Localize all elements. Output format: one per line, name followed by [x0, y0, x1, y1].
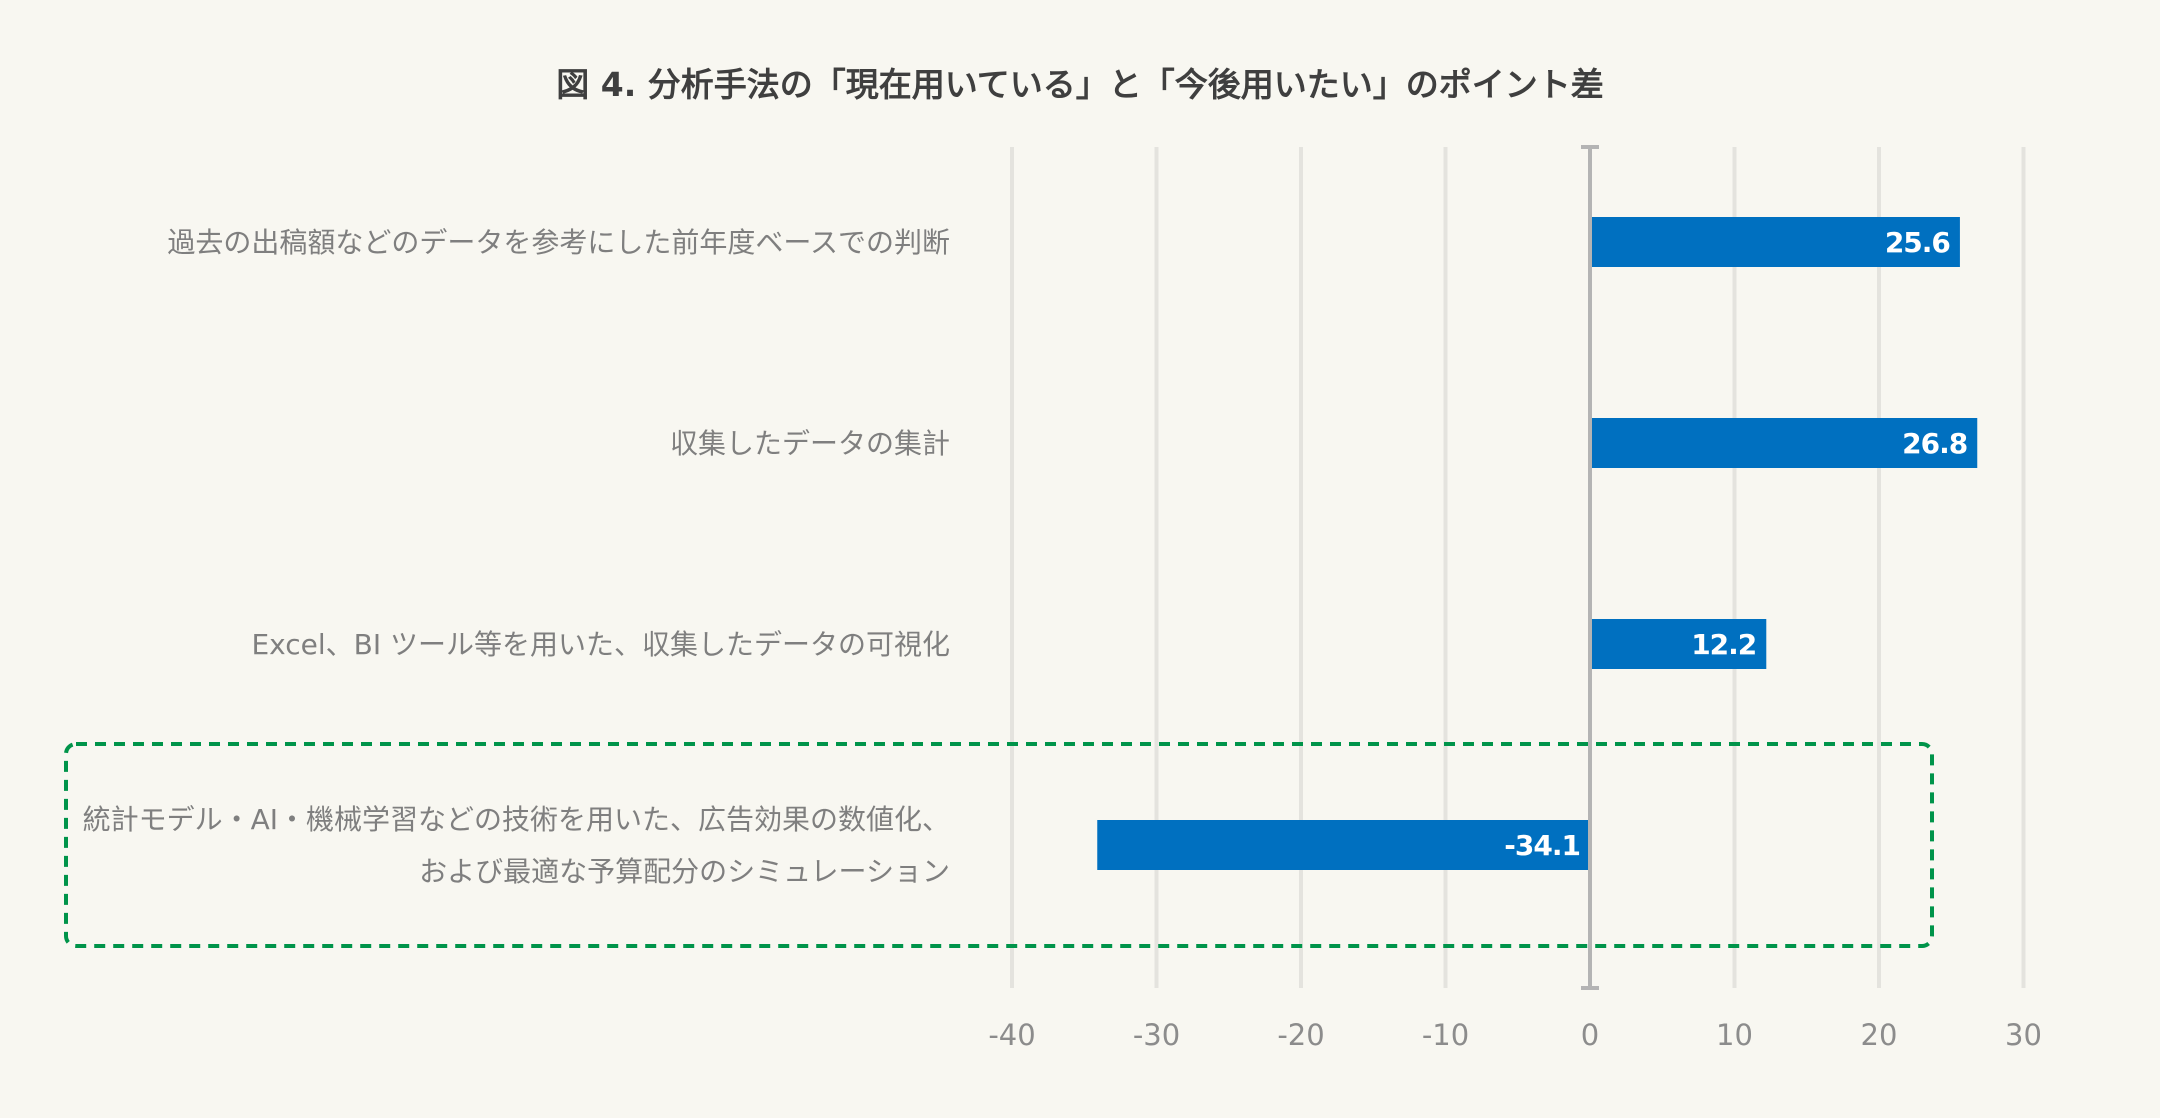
bar: [1590, 619, 1767, 669]
bar: [1097, 820, 1590, 870]
category-label: 収集したデータの集計: [670, 427, 950, 460]
category-label: Excel、BI ツール等を用いた、収集したデータの可視化: [251, 628, 950, 661]
category-label: 統計モデル・AI・機械学習などの技術を用いた、広告効果の数値化、: [83, 803, 950, 836]
category-label: 過去の出稿額などのデータを参考にした前年度ベースでの判断: [167, 226, 950, 259]
data-label: 26.8: [1902, 427, 1967, 460]
x-tick-label: -30: [1133, 1018, 1180, 1052]
x-tick-label: -10: [1422, 1018, 1469, 1052]
highlight-box-layer: [64, 742, 1934, 948]
chart-title: 図 4. 分析手法の「現在用いている」と「今後用いたい」のポイント差: [556, 65, 1604, 104]
x-tick-label: 0: [1581, 1018, 1599, 1052]
category-label: および最適な予算配分のシミュレーション: [419, 855, 950, 888]
bar: [1590, 217, 1960, 267]
data-label: -34.1: [1504, 829, 1580, 862]
data-label: 12.2: [1691, 628, 1756, 661]
bars: [1097, 217, 1978, 870]
gridlines: [1010, 147, 2026, 988]
x-tick-label: -40: [988, 1018, 1035, 1052]
bar: [1590, 418, 1978, 468]
x-tick-label: 10: [1716, 1018, 1753, 1052]
zero-axis: [1581, 145, 1599, 990]
data-label: 25.6: [1885, 226, 1950, 259]
x-tick-label: -20: [1277, 1018, 1324, 1052]
highlight-box: [64, 742, 1934, 948]
labels: -40 -30 -20 -10 0 10 20 30 25.6 26.8 12.2 -34.1 過去の出…: [83, 226, 2042, 1052]
x-tick-label: 30: [2005, 1018, 2042, 1052]
x-tick-label: 20: [1861, 1018, 1898, 1052]
